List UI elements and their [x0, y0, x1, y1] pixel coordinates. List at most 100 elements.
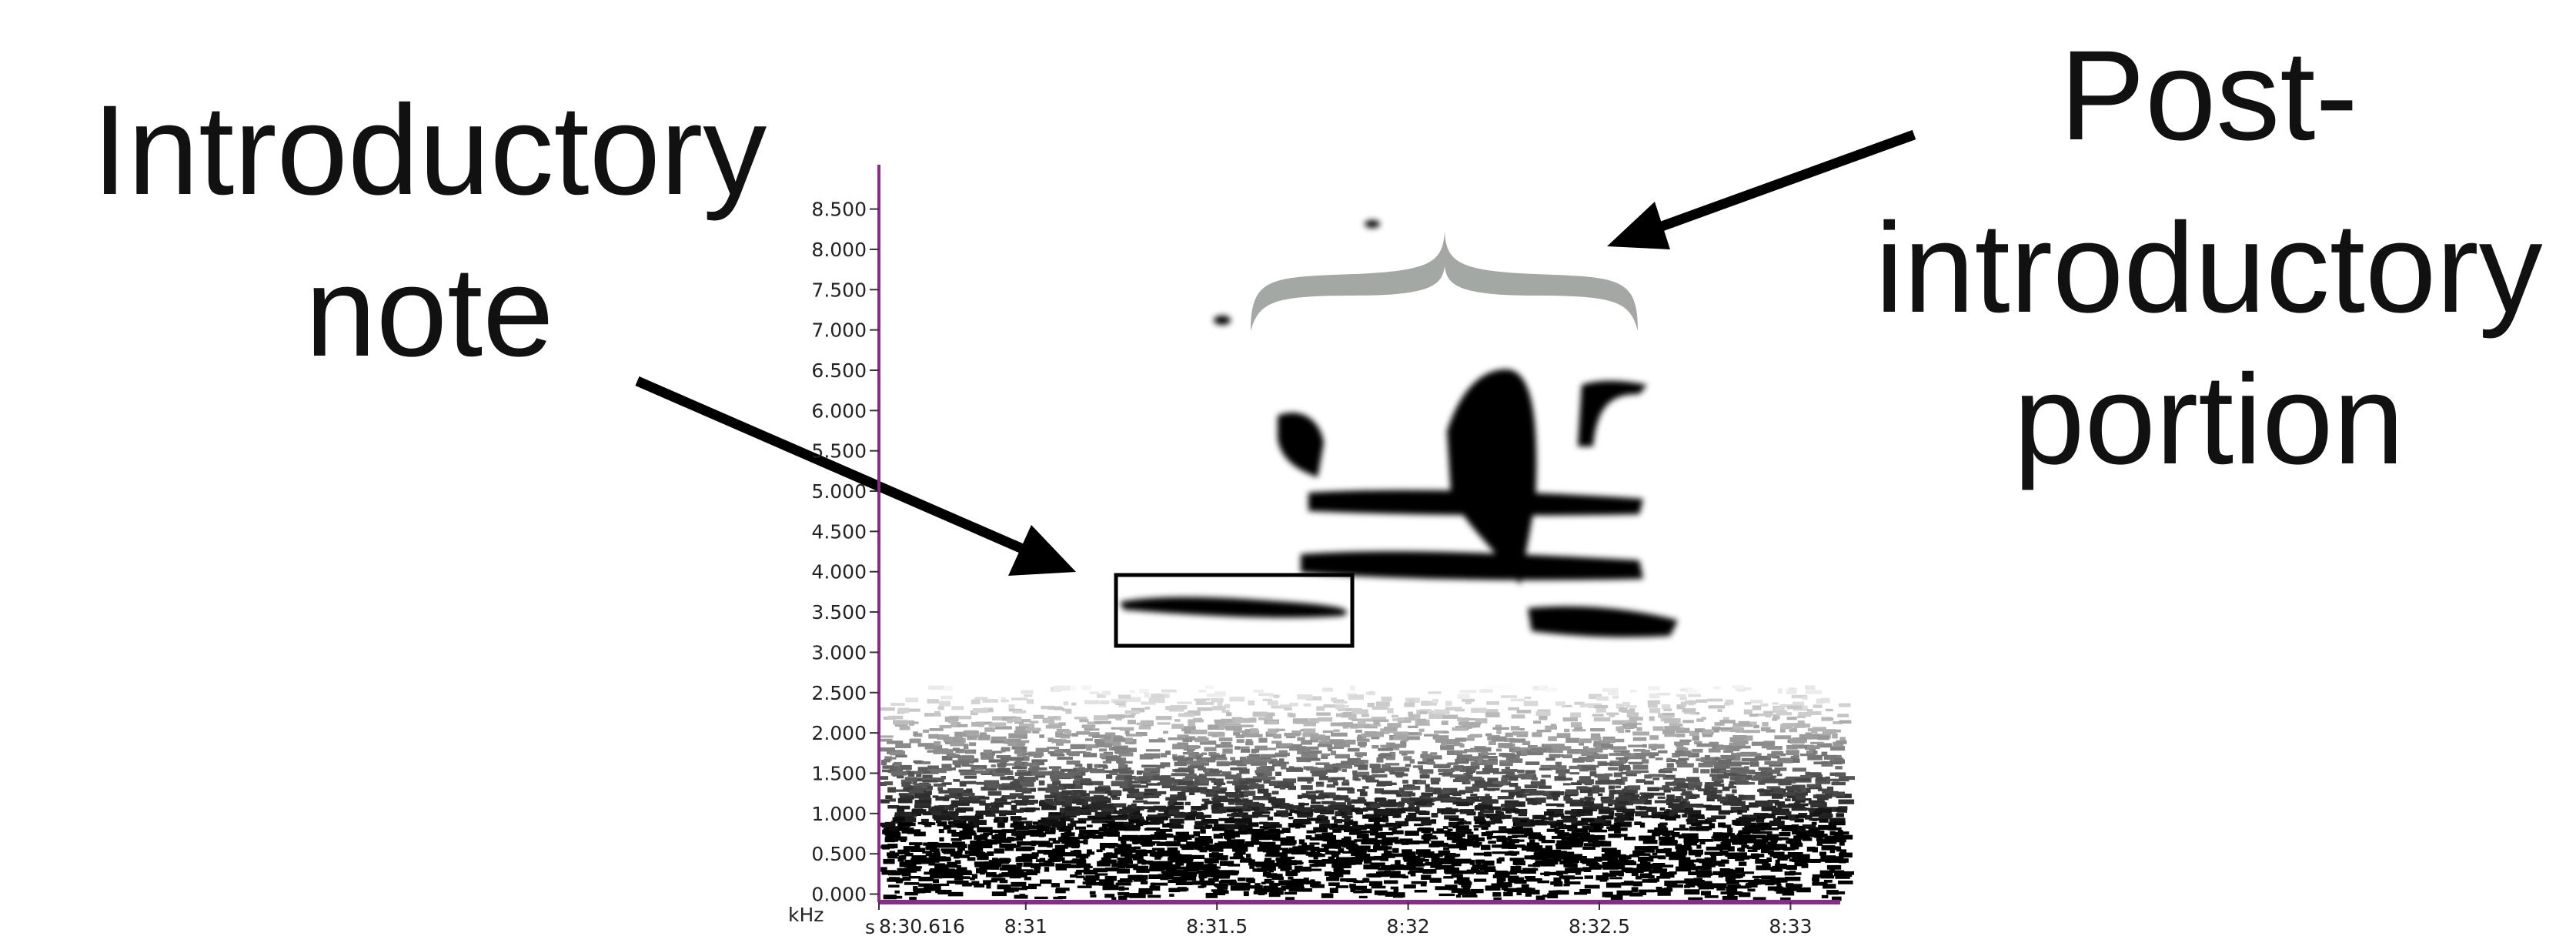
noise-speck — [1337, 824, 1351, 830]
noise-speck — [1611, 827, 1628, 831]
noise-speck — [1201, 819, 1208, 822]
noise-speck — [1570, 722, 1582, 728]
noise-speck — [1236, 773, 1242, 778]
noise-speck — [1629, 861, 1637, 866]
noise-speck — [893, 720, 909, 725]
noise-speck — [1512, 731, 1529, 736]
noise-speck — [1362, 786, 1369, 789]
noise-speck — [1221, 710, 1230, 713]
noise-speck — [1415, 849, 1431, 855]
noise-speck — [1720, 891, 1735, 894]
noise-speck — [1013, 778, 1023, 783]
noise-speck — [1565, 798, 1573, 804]
noise-speck — [1268, 867, 1274, 873]
noise-speck — [1458, 721, 1468, 726]
noise-speck — [1531, 847, 1545, 852]
noise-speck — [1621, 777, 1628, 782]
noise-speck — [1354, 839, 1368, 842]
noise-speck — [1806, 784, 1822, 787]
noise-speck — [1431, 781, 1440, 785]
noise-speck — [1300, 794, 1312, 798]
noise-speck — [1696, 804, 1712, 808]
noise-speck — [1365, 831, 1371, 834]
noise-speck — [937, 787, 944, 791]
noise-speck — [1649, 870, 1659, 874]
noise-speck — [1055, 866, 1067, 871]
noise-speck — [948, 737, 963, 740]
noise-speck — [1168, 854, 1182, 859]
noise-speck — [1806, 690, 1823, 694]
noise-speck — [1305, 881, 1319, 885]
noise-speck — [1676, 783, 1689, 789]
noise-speck — [1732, 842, 1738, 845]
noise-speck — [943, 737, 953, 742]
noise-speck — [1372, 770, 1385, 774]
noise-speck — [1174, 761, 1187, 767]
annotation: introductory — [1875, 197, 2542, 339]
noise-speck — [879, 747, 895, 752]
noise-speck — [907, 829, 921, 834]
noise-speck — [1064, 864, 1080, 868]
noise-speck — [939, 837, 944, 842]
noise-speck — [1093, 867, 1108, 873]
annotation: Introductory — [92, 79, 767, 222]
noise-speck — [962, 882, 972, 887]
noise-speck — [1438, 861, 1452, 864]
noise-speck — [933, 879, 939, 884]
noise-speck — [1680, 688, 1692, 692]
noise-speck — [1381, 790, 1398, 794]
noise-speck — [1492, 736, 1507, 742]
noise-speck — [1007, 719, 1013, 724]
noise-speck — [1327, 872, 1340, 876]
noise-speck — [1118, 752, 1134, 757]
noise-speck — [1332, 859, 1344, 864]
noise-speck — [1351, 807, 1368, 812]
noise-speck — [1726, 880, 1739, 884]
noise-speck — [1572, 868, 1581, 872]
noise-speck — [1236, 760, 1245, 764]
noise-speck — [1717, 759, 1732, 765]
noise-speck — [1363, 864, 1380, 870]
noise-speck — [988, 759, 1004, 763]
noise-speck — [1365, 691, 1375, 695]
noise-speck — [1579, 787, 1589, 791]
noise-speck — [1109, 772, 1118, 775]
noise-speck — [879, 776, 889, 780]
noise-speck — [1001, 747, 1011, 752]
noise-speck — [1640, 750, 1651, 754]
noise-speck — [1589, 804, 1601, 809]
noise-speck — [1067, 838, 1078, 843]
noise-speck — [1672, 840, 1677, 845]
noise-speck — [1361, 714, 1369, 717]
noise-speck — [1830, 870, 1845, 873]
noise-speck — [901, 872, 911, 877]
noise-speck — [911, 866, 921, 871]
noise-speck — [1470, 761, 1478, 767]
noise-speck — [1105, 756, 1121, 761]
noise-speck — [1285, 897, 1295, 902]
noise-speck — [1153, 816, 1168, 821]
noise-speck — [1141, 806, 1153, 810]
noise-speck — [1268, 700, 1278, 706]
noise-speck — [956, 871, 963, 878]
noise-speck — [1574, 701, 1585, 705]
noise-speck — [1219, 861, 1235, 866]
noise-speck — [941, 764, 952, 767]
noise-speck — [1686, 881, 1693, 888]
noise-speck — [1088, 804, 1102, 810]
noise-speck — [1717, 796, 1731, 802]
noise-speck — [1615, 797, 1631, 801]
noise-speck — [1575, 870, 1582, 875]
noise-speck — [1165, 750, 1171, 755]
noise-speck — [990, 787, 995, 791]
noise-speck — [1094, 873, 1108, 876]
noise-speck — [1240, 746, 1250, 749]
noise-speck — [1633, 749, 1645, 752]
noise-speck — [954, 860, 961, 864]
noise-speck — [996, 738, 1011, 742]
noise-speck — [1111, 747, 1127, 750]
noise-speck — [1133, 865, 1149, 871]
noise-speck — [976, 841, 993, 845]
noise-speck — [1096, 849, 1103, 853]
noise-speck — [1295, 866, 1311, 872]
